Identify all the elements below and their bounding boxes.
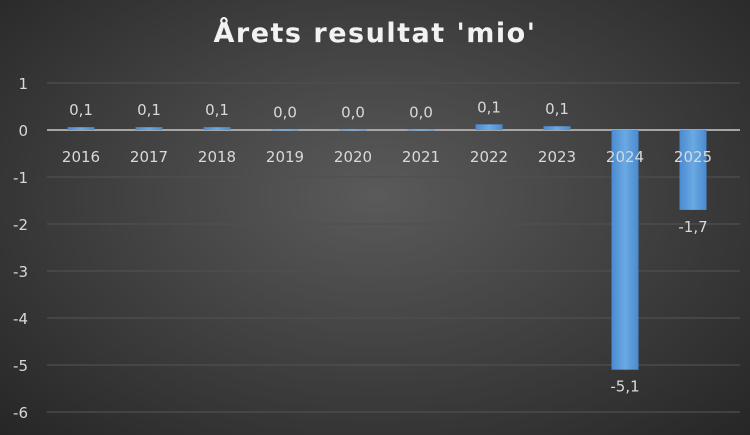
data-label: 0,1 [477,98,501,116]
x-tick-label: 2017 [130,148,168,166]
x-tick-label: 2021 [402,148,440,166]
x-tick-label: 2022 [470,148,508,166]
bar-2016 [67,127,95,130]
x-tick-label: 2024 [606,148,644,166]
x-tick-label: 2025 [674,148,712,166]
bar-2021 [407,129,435,131]
bar-2024 [611,130,639,370]
data-label: 0,1 [545,100,569,118]
data-label: 0,0 [273,104,297,122]
bar-2022 [475,124,503,130]
x-tick-label: 2018 [198,148,236,166]
x-tick-label: 2016 [62,148,100,166]
chart-title: Årets resultat 'mio' [213,18,537,49]
x-tick-label: 2023 [538,148,576,166]
y-tick-label: -5 [13,357,28,375]
data-label: -1,7 [678,218,707,236]
y-tick-label: 0 [18,122,28,140]
data-label: 0,1 [205,101,229,119]
data-label: 0,1 [137,101,161,119]
y-tick-label: 1 [18,75,28,93]
y-tick-label: -2 [13,216,28,234]
y-tick-label: -6 [13,404,28,422]
bar-2020 [339,129,367,131]
bar-2025 [679,130,707,210]
y-tick-label: -1 [13,169,28,187]
bar-2018 [203,127,231,130]
data-label: 0,0 [341,104,365,122]
bar-2017 [135,127,163,130]
bar-2019 [271,129,299,131]
y-tick-label: -4 [13,310,28,328]
data-label: -5,1 [610,378,639,396]
x-tick-label: 2019 [266,148,304,166]
data-label: 0,0 [409,104,433,122]
bar-2023 [543,126,571,130]
data-label: 0,1 [69,101,93,119]
y-tick-label: -3 [13,263,28,281]
x-tick-label: 2020 [334,148,372,166]
